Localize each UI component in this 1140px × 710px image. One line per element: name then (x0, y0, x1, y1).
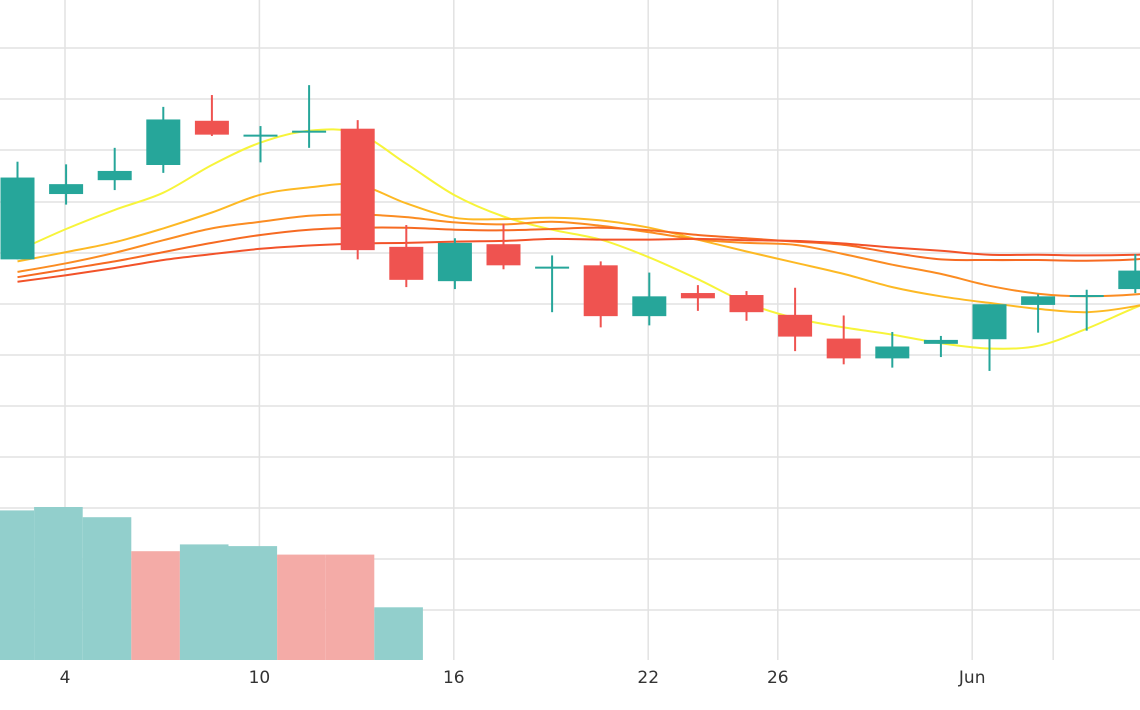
candles-layer (0, 85, 1140, 371)
candle-body (972, 304, 1007, 340)
candle-body (292, 130, 327, 133)
x-axis: 4 10 16 22 26 Jun (60, 668, 986, 688)
candle (923, 335, 958, 358)
candle-body (923, 339, 958, 344)
candle (49, 164, 84, 205)
candle (632, 272, 667, 326)
x-tick-label: 4 (60, 668, 71, 688)
candle (535, 255, 570, 313)
candle (486, 223, 521, 270)
moving-average-line (17, 128, 1140, 350)
candle (680, 285, 715, 311)
candle-body (389, 246, 424, 280)
candle-body (49, 184, 84, 195)
candle-body (875, 346, 910, 359)
candle-body (729, 295, 764, 313)
candle-body (1021, 296, 1056, 305)
candle-body (680, 293, 715, 299)
candle-body (1118, 270, 1140, 290)
candle-body (97, 170, 132, 181)
candle (1069, 289, 1104, 331)
candle-body (194, 120, 229, 135)
candle (583, 261, 618, 328)
candle-body (340, 128, 375, 251)
candle (875, 331, 910, 368)
x-tick-label: 22 (637, 668, 659, 688)
candle-body (535, 266, 570, 269)
candle-body (486, 244, 521, 266)
candle (972, 304, 1007, 371)
volume-layer (0, 507, 423, 660)
volume-bar (131, 551, 180, 660)
candle (778, 287, 813, 352)
candle-body (0, 177, 35, 260)
x-tick-label: Jun (958, 668, 986, 688)
moving-average-line (17, 213, 1140, 298)
candle (1118, 254, 1140, 294)
moving-average-line (17, 237, 1140, 283)
volume-bar (277, 554, 326, 660)
candle (389, 225, 424, 288)
candle (292, 85, 327, 148)
moving-average-layer (17, 128, 1140, 350)
candle (826, 315, 861, 365)
candle-body (243, 134, 278, 137)
volume-bar (374, 607, 423, 660)
candle (146, 106, 181, 173)
volume-bar (82, 517, 132, 660)
volume-bar (228, 546, 278, 660)
candle (729, 291, 764, 321)
volume-bar (179, 544, 229, 660)
candle-body (826, 338, 861, 359)
candle-body (778, 314, 813, 337)
candle-body (1069, 295, 1104, 298)
volume-bar (0, 510, 35, 660)
x-tick-label: 26 (767, 668, 789, 688)
candle (97, 147, 132, 191)
candle-body (583, 265, 618, 317)
candle (1021, 294, 1056, 333)
candle (194, 95, 229, 136)
candle-body (146, 119, 181, 165)
candle-body (437, 242, 472, 282)
candle (437, 238, 472, 290)
x-tick-label: 10 (249, 668, 271, 688)
x-tick-label: 16 (443, 668, 465, 688)
candle (0, 161, 35, 260)
candle (340, 120, 375, 260)
volume-bar (325, 554, 375, 660)
candle (243, 126, 278, 163)
candle-body (632, 296, 667, 317)
volume-bar (34, 507, 83, 660)
moving-average-line (17, 226, 1140, 279)
